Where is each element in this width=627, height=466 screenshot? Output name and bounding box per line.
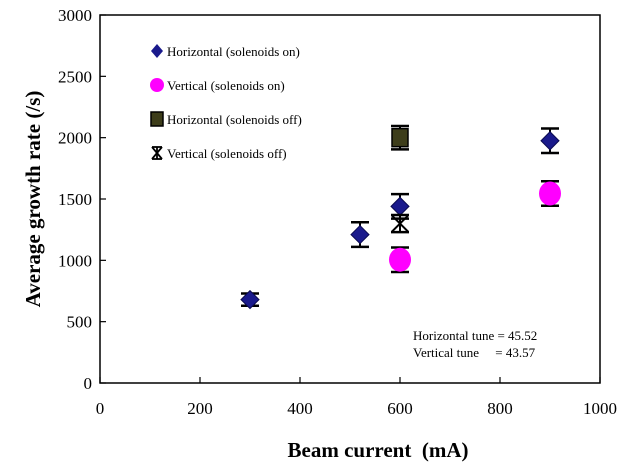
point-marker — [391, 127, 409, 148]
y-tick-label: 1000 — [58, 251, 92, 270]
y-tick-label: 2000 — [58, 129, 92, 148]
data-point — [391, 213, 409, 234]
point-marker — [240, 289, 260, 310]
annotation-horizontal-tune: Horizontal tune = 45.52 — [413, 328, 537, 343]
point-marker — [350, 224, 370, 245]
legend-label: Vertical (solenoids on) — [167, 78, 285, 93]
legend-label: Horizontal (solenoids on) — [167, 44, 300, 59]
legend-item: Horizontal (solenoids off) — [150, 111, 302, 127]
data-point — [391, 124, 409, 151]
point-marker — [540, 131, 560, 151]
data-point — [389, 246, 411, 274]
plot-area — [99, 14, 601, 384]
legend-marker — [150, 111, 164, 127]
x-tick-label: 600 — [387, 399, 413, 418]
data-point — [350, 221, 370, 249]
data-point — [240, 289, 260, 310]
x-axis: 0 200 400 600 800 1000 — [96, 377, 617, 418]
y-tick-label: 2500 — [58, 67, 92, 86]
legend: Horizontal (solenoids on) Vertical (solen… — [150, 44, 302, 161]
x-tick-label: 800 — [487, 399, 513, 418]
y-tick-label: 0 — [84, 374, 93, 393]
y-tick-label: 3000 — [58, 6, 92, 25]
legend-label: Horizontal (solenoids off) — [167, 112, 302, 127]
point-marker — [539, 181, 561, 206]
y-axis-title: Average growth rate (/s) — [21, 91, 45, 308]
legend-label: Vertical (solenoids off) — [167, 146, 287, 161]
data-point — [540, 127, 560, 155]
x-tick-label: 0 — [96, 399, 105, 418]
point-marker — [391, 214, 409, 233]
y-axis: 0 500 1000 1500 2000 2500 3000 — [58, 6, 106, 393]
legend-marker — [151, 146, 163, 160]
x-tick-label: 200 — [187, 399, 213, 418]
legend-marker — [151, 44, 163, 58]
x-axis-title: Beam current (mA) — [288, 438, 469, 462]
data-point — [539, 179, 561, 207]
point-marker — [389, 247, 411, 272]
legend-marker — [150, 78, 164, 92]
y-tick-label: 1500 — [58, 190, 92, 209]
legend-item: Vertical (solenoids off) — [151, 146, 287, 161]
legend-item: Vertical (solenoids on) — [150, 78, 285, 93]
x-tick-label: 1000 — [583, 399, 617, 418]
annotation-vertical-tune: Vertical tune = 43.57 — [413, 345, 536, 360]
legend-item: Horizontal (solenoids on) — [151, 44, 300, 59]
y-tick-label: 500 — [67, 313, 93, 332]
x-tick-label: 400 — [287, 399, 313, 418]
data-markers — [240, 124, 561, 310]
